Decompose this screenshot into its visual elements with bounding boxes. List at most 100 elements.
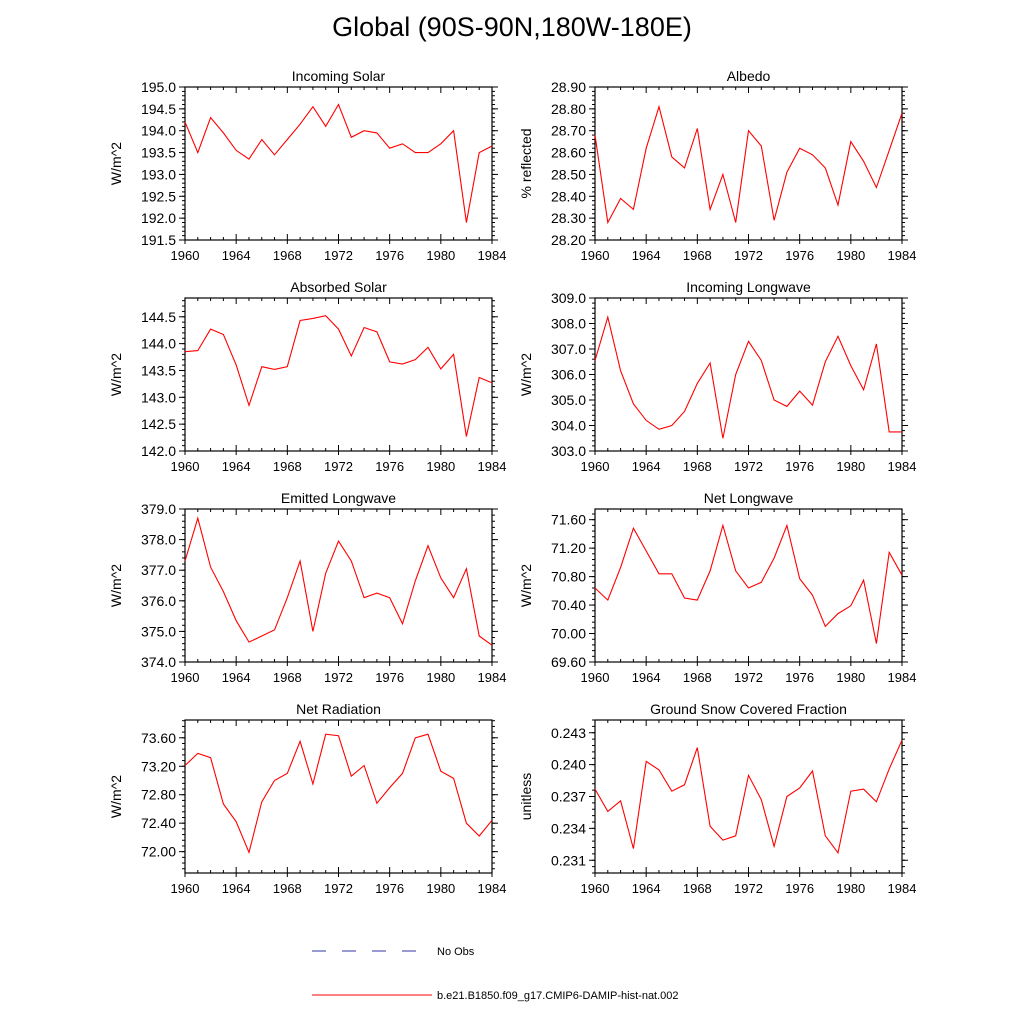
- x-tick-label: 1976: [375, 881, 404, 896]
- y-tick-label: 142.0: [141, 443, 176, 459]
- x-tick-label: 1980: [426, 670, 455, 685]
- y-tick-label: 70.80: [551, 569, 586, 585]
- x-tick-label: 1972: [734, 248, 763, 263]
- panel-albedo: Albedo % reflected 1960 1964 1968 1972 1976 198…: [518, 68, 916, 263]
- series-line: [184, 516, 493, 646]
- panel-incoming-solar: Incoming Solar W/m^2 1960 1964 1968 1972 1976 1…: [108, 68, 506, 263]
- panel-emitted-longwave: Emitted Longwave W/m^2 1960 1964 1968 1972 197…: [108, 490, 506, 685]
- x-tick-label: 1960: [171, 248, 200, 263]
- y-axis-label: W/m^2: [518, 564, 534, 607]
- y-tick-label: 193.5: [141, 145, 176, 161]
- y-tick-label: 305.0: [551, 392, 586, 408]
- y-axis-label: W/m^2: [518, 353, 534, 396]
- x-tick-label: 1976: [785, 670, 814, 685]
- y-tick-label: 304.0: [551, 418, 586, 434]
- x-tick-label: 1980: [836, 248, 865, 263]
- x-tick-label: 1980: [426, 459, 455, 474]
- series-line: [184, 733, 493, 855]
- y-tick-label: 193.0: [141, 166, 176, 182]
- x-tick-label: 1984: [478, 459, 507, 474]
- series-line: [184, 315, 493, 437]
- x-tick-label: 1960: [171, 670, 200, 685]
- y-axis-label: W/m^2: [108, 353, 124, 396]
- x-tick-label: 1964: [222, 248, 251, 263]
- x-tick-label: 1980: [836, 459, 865, 474]
- y-tick-label: 28.70: [551, 123, 586, 139]
- y-tick-label: 142.5: [141, 416, 176, 432]
- x-tick-label: 1968: [273, 248, 302, 263]
- x-tick-label: 1964: [632, 248, 661, 263]
- y-tick-label: 306.0: [551, 367, 586, 383]
- x-tick-label: 1964: [222, 670, 251, 685]
- x-tick-label: 1976: [375, 670, 404, 685]
- x-tick-label: 1964: [222, 881, 251, 896]
- panel-incoming-longwave: Incoming Longwave W/m^2 1960 1964 1968 1972 19…: [518, 279, 916, 474]
- x-tick-label: 1984: [478, 670, 507, 685]
- panel-title: Net Longwave: [704, 490, 794, 506]
- x-tick-label: 1960: [581, 670, 610, 685]
- x-tick-label: 1976: [375, 248, 404, 263]
- y-axis-label: unitless: [518, 773, 534, 820]
- legend-label: b.e21.B1850.f09_g17.CMIP6-DAMIP-hist-nat…: [437, 990, 679, 1002]
- y-tick-label: 28.60: [551, 145, 586, 161]
- plot-frame: [184, 297, 493, 452]
- series-line: [594, 739, 903, 855]
- panel-title: Albedo: [727, 68, 771, 84]
- y-tick-label: 192.5: [141, 188, 176, 204]
- x-tick-label: 1984: [478, 248, 507, 263]
- series-line: [594, 104, 903, 225]
- x-tick-label: 1968: [273, 459, 302, 474]
- y-tick-label: 0.231: [551, 852, 586, 868]
- x-tick-label: 1980: [836, 670, 865, 685]
- y-tick-label: 377.0: [141, 562, 176, 578]
- y-tick-label: 72.00: [141, 844, 176, 860]
- y-tick-label: 374.0: [141, 654, 176, 670]
- y-tick-label: 144.5: [141, 309, 176, 325]
- x-tick-label: 1980: [426, 248, 455, 263]
- plot-frame: [184, 719, 493, 874]
- legend-label: No Obs: [437, 946, 475, 958]
- panel-title: Incoming Solar: [292, 68, 386, 84]
- x-tick-label: 1976: [375, 459, 404, 474]
- x-tick-label: 1960: [581, 459, 610, 474]
- y-tick-label: 70.40: [551, 597, 586, 613]
- y-tick-label: 28.30: [551, 210, 586, 226]
- y-tick-label: 0.243: [551, 725, 586, 741]
- y-tick-label: 143.0: [141, 389, 176, 405]
- y-tick-label: 72.40: [141, 815, 176, 831]
- y-tick-label: 69.60: [551, 654, 586, 670]
- panel-net-radiation: Net Radiation W/m^2 1960 1964 1968 1972 1976 19…: [108, 701, 506, 896]
- panel-absorbed-solar: Absorbed Solar W/m^2 1960 1964 1968 1972 1976 1…: [108, 279, 506, 474]
- y-tick-label: 191.5: [141, 232, 176, 248]
- y-tick-label: 28.40: [551, 188, 586, 204]
- plot-frame: [594, 508, 903, 663]
- y-axis-label: W/m^2: [108, 775, 124, 818]
- y-tick-label: 307.0: [551, 341, 586, 357]
- x-tick-label: 1972: [734, 459, 763, 474]
- y-tick-label: 72.80: [141, 787, 176, 803]
- plot-frame: [184, 86, 493, 241]
- series-line: [594, 314, 902, 439]
- y-tick-label: 73.20: [141, 758, 176, 774]
- panel-title: Absorbed Solar: [290, 279, 387, 295]
- y-tick-label: 194.5: [141, 101, 176, 117]
- x-tick-label: 1976: [785, 881, 814, 896]
- x-tick-label: 1972: [324, 459, 353, 474]
- panel-title: Emitted Longwave: [281, 490, 396, 506]
- y-tick-label: 70.00: [551, 626, 586, 642]
- y-tick-label: 309.0: [551, 290, 586, 306]
- y-tick-label: 71.60: [551, 512, 586, 528]
- panel-ground-snow-covered-fraction: Ground Snow Covered Fraction unitless 1960…: [518, 701, 916, 896]
- x-tick-label: 1976: [785, 459, 814, 474]
- x-tick-label: 1968: [683, 248, 712, 263]
- y-tick-label: 308.0: [551, 316, 586, 332]
- x-tick-label: 1972: [324, 670, 353, 685]
- x-tick-label: 1980: [426, 881, 455, 896]
- y-tick-label: 28.50: [551, 166, 586, 182]
- plot-frame: [594, 86, 903, 241]
- y-axis-label: W/m^2: [108, 564, 124, 607]
- series-line: [594, 523, 903, 644]
- x-tick-label: 1984: [888, 459, 917, 474]
- y-tick-label: 379.0: [141, 501, 176, 517]
- x-tick-label: 1968: [273, 670, 302, 685]
